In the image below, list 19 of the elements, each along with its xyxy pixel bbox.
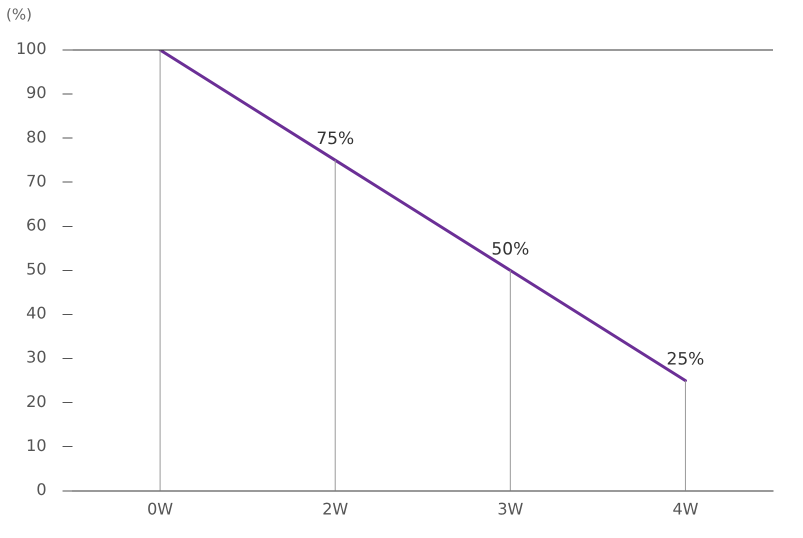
data-label: 25% <box>666 350 704 370</box>
x-tick-label: 2W <box>322 500 348 519</box>
y-tick-label: 40 <box>26 304 47 323</box>
y-tick-label: 80 <box>26 127 47 146</box>
y-tick-label: 60 <box>26 215 47 234</box>
y-tick-label: 0 <box>36 480 47 499</box>
data-label: 75% <box>316 129 354 150</box>
y-tick-label: 10 <box>26 436 47 455</box>
y-axis-title: (%) <box>6 5 32 24</box>
x-tick-label: 0W <box>147 500 174 519</box>
y-tick-label: 20 <box>26 392 47 411</box>
y-tick-label: 70 <box>26 171 47 190</box>
y-tick-label: 100 <box>16 39 47 58</box>
y-tick-label: 50 <box>26 260 47 279</box>
y-tick-label: 30 <box>26 348 47 367</box>
x-tick-label: 4W <box>672 500 699 519</box>
y-tick-label: 90 <box>26 83 47 102</box>
x-tick-label: 3W <box>497 500 524 519</box>
data-label: 50% <box>491 239 530 260</box>
